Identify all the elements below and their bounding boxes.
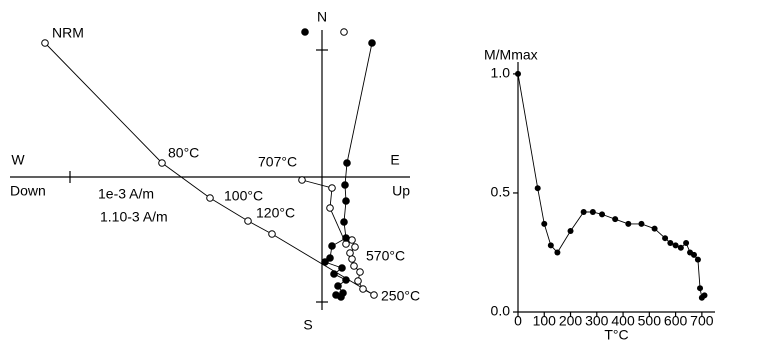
data-point [580, 209, 587, 215]
data-point [612, 216, 619, 223]
data-point [638, 220, 645, 227]
axis-label: S [303, 317, 312, 333]
data-point [370, 291, 378, 299]
data-point [268, 230, 276, 238]
projection-line [45, 32, 374, 295]
data-point [346, 249, 354, 257]
data-point [158, 159, 166, 167]
data-point [206, 194, 214, 202]
scale-label: 1.10-3 A/m [100, 209, 168, 225]
scale-label: 1e-3 A/m [98, 186, 154, 202]
data-point [326, 254, 334, 262]
data-point [547, 242, 554, 249]
data-point [672, 242, 679, 249]
y-axis-label: M/Mmax [484, 47, 538, 63]
data-point [701, 292, 708, 299]
x-tick-label: 200 [559, 313, 583, 329]
data-point [368, 39, 376, 47]
data-point [244, 217, 252, 225]
annotation: 707°C [258, 154, 297, 170]
x-tick-label: 700 [690, 313, 714, 329]
axis-label: W [11, 152, 25, 168]
data-point [350, 262, 358, 270]
data-point [534, 185, 541, 192]
x-tick-label: 0 [514, 313, 522, 329]
data-point [340, 218, 348, 226]
data-point [541, 220, 548, 227]
annotation: 100°C [224, 188, 263, 204]
x-tick-label: 600 [664, 313, 688, 329]
data-point [330, 270, 338, 278]
data-point [342, 234, 350, 242]
data-point [554, 249, 561, 256]
data-point [321, 258, 329, 266]
data-point [651, 225, 658, 232]
annotation: 80°C [168, 145, 199, 161]
x-axis-label: T°C [604, 327, 628, 343]
axis-label: Down [10, 183, 46, 199]
data-point [343, 159, 351, 167]
data-point [328, 242, 336, 250]
data-point [334, 282, 342, 290]
x-tick-label: 400 [611, 313, 635, 329]
annotation: 570°C [366, 248, 405, 264]
data-point [41, 39, 49, 47]
data-line [517, 73, 705, 299]
annotation: 250°C [381, 288, 420, 304]
y-tick-label: 0.5 [491, 184, 511, 200]
data-point [589, 209, 596, 215]
y-tick-label: 0.0 [491, 303, 511, 319]
data-point [356, 268, 364, 276]
data-point [301, 28, 309, 36]
data-point [694, 256, 701, 263]
data-point [298, 176, 306, 184]
annotation: 120°C [256, 205, 295, 221]
data-point [683, 239, 690, 246]
data-point [625, 220, 632, 227]
data-point [332, 291, 340, 299]
x-tick-label: 300 [585, 313, 609, 329]
data-point [599, 211, 606, 218]
data-point [677, 244, 684, 251]
data-point [359, 285, 367, 293]
axis-label: N [317, 9, 327, 25]
data-point [341, 181, 349, 189]
x-tick-label: 500 [638, 313, 662, 329]
data-point [515, 70, 521, 77]
axis-label: E [390, 152, 399, 168]
y-tick-label: 1.0 [491, 65, 511, 81]
data-point [567, 228, 574, 235]
data-point [697, 285, 704, 292]
data-point [342, 276, 350, 284]
data-point [328, 184, 336, 192]
data-point [342, 197, 350, 205]
data-point [326, 204, 334, 212]
data-point [340, 28, 348, 36]
data-point [338, 264, 346, 272]
axis-label: Up [392, 183, 410, 199]
data-point [690, 251, 697, 258]
data-point [354, 277, 362, 285]
data-point [351, 243, 359, 251]
annotation: NRM [52, 25, 84, 41]
x-tick-label: 100 [533, 313, 557, 329]
data-point [667, 239, 674, 246]
data-point [662, 235, 669, 242]
